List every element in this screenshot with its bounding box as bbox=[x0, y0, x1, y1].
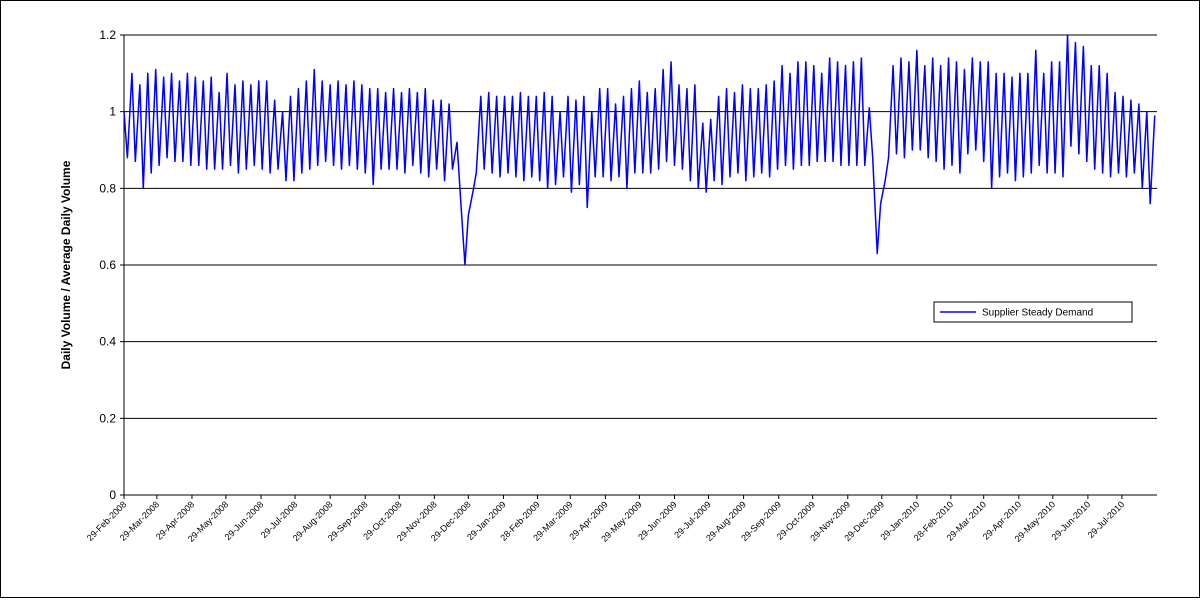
legend-label: Supplier Steady Demand bbox=[982, 308, 1093, 319]
legend-box bbox=[933, 301, 1133, 323]
y-tick-label: 0.4 bbox=[99, 335, 116, 349]
y-tick-label: 0.8 bbox=[99, 181, 116, 195]
y-tick-label: 0.2 bbox=[99, 411, 116, 425]
y-tick-label: 1.2 bbox=[99, 28, 116, 42]
y-axis-title: Daily Volume / Average Daily Volume bbox=[59, 160, 73, 369]
y-tick-label: 0 bbox=[109, 488, 116, 502]
y-tick-label: 1 bbox=[109, 105, 116, 119]
y-tick-label: 0.6 bbox=[99, 258, 116, 272]
series-line bbox=[123, 34, 1156, 266]
